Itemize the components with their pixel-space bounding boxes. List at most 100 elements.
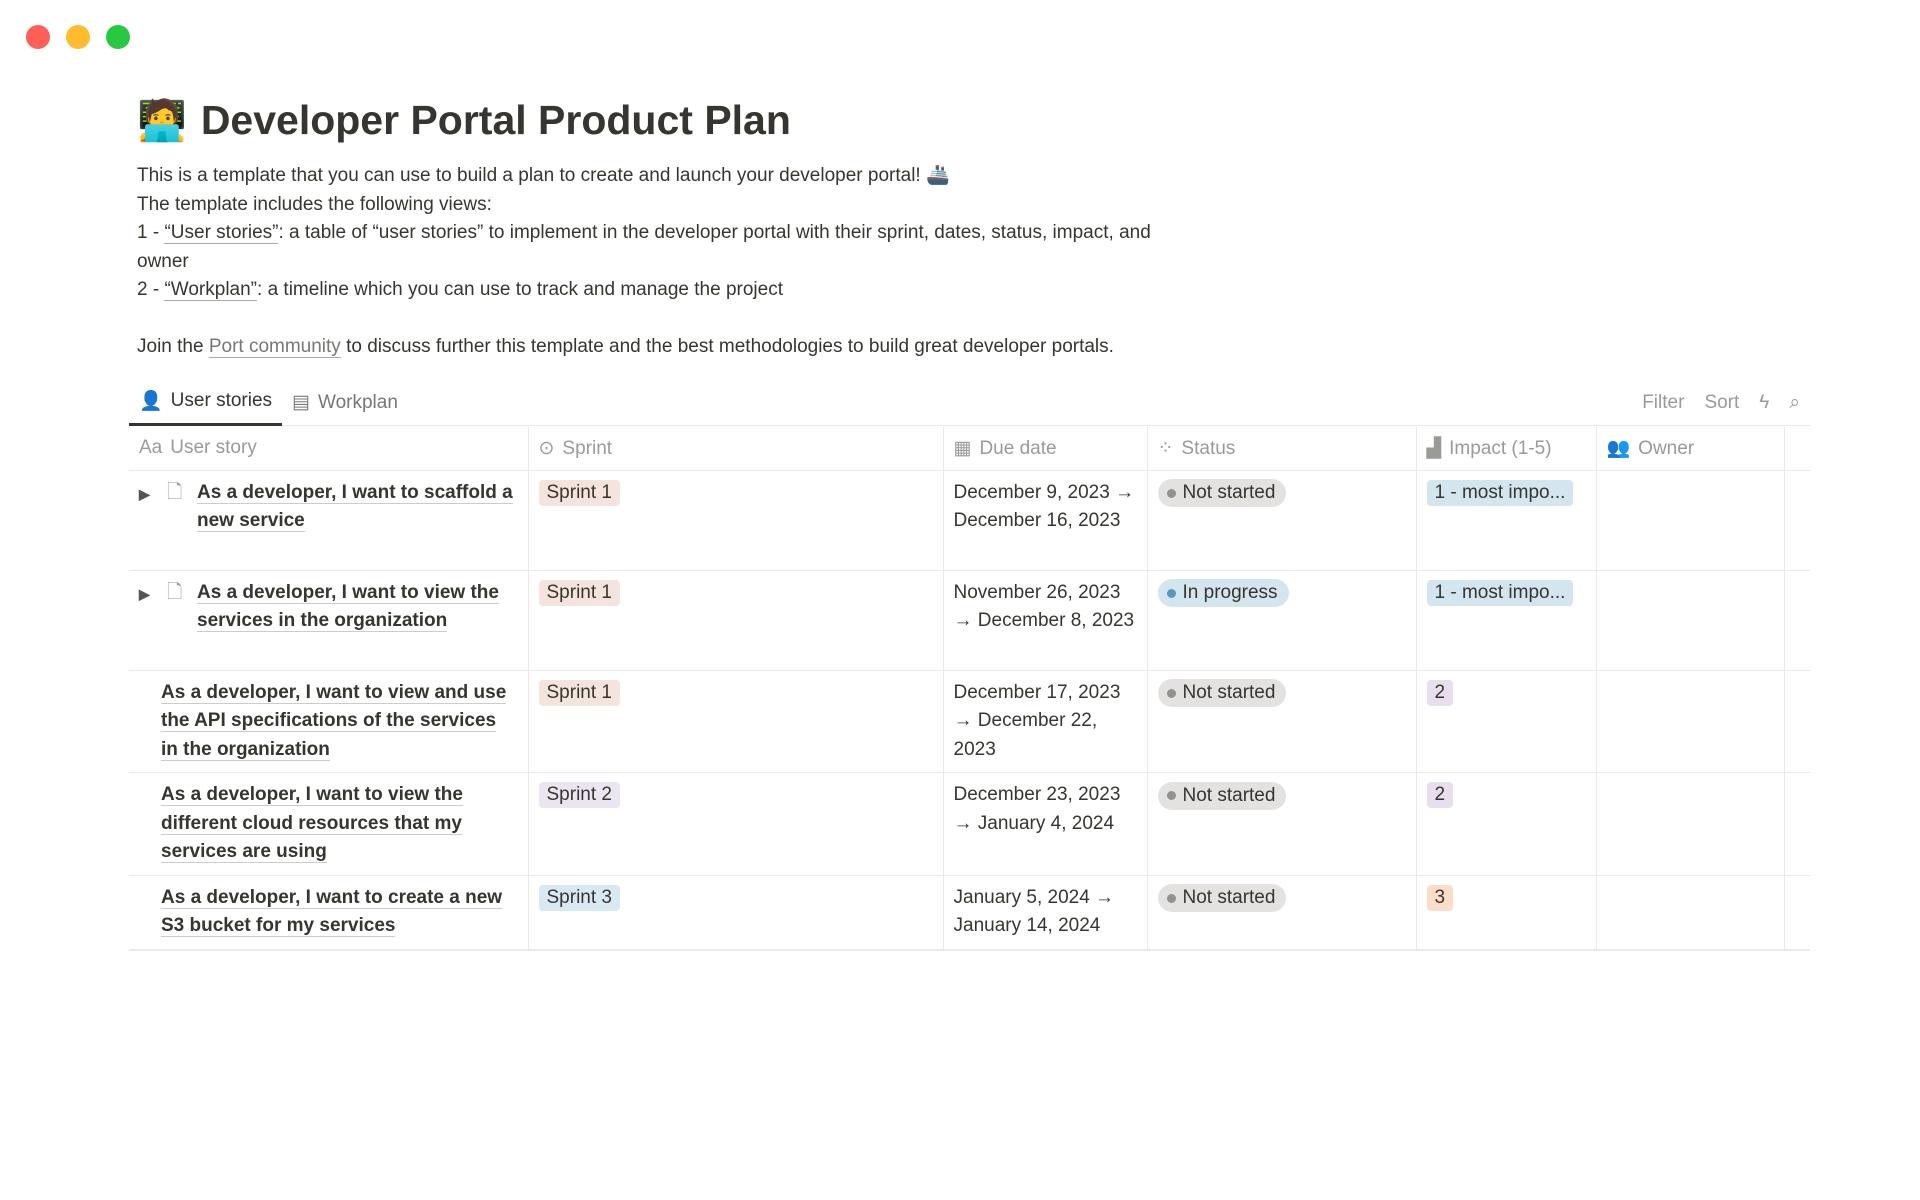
tab-label: User stories [170,390,273,411]
cell-due-date[interactable]: December 23, 2023 → January 4, 2024 [943,772,1148,876]
user-story-title[interactable]: As a developer, I want to view the servi… [197,581,499,632]
header-label: Owner [1638,438,1695,460]
tab-user-stories[interactable]: 👤 User stories [129,380,283,426]
table-row[interactable]: ▶ 🗋 As a developer, I want to scaffold a… [129,470,1810,571]
status-icon: ⁘ [1157,437,1174,459]
header-label: User story [170,437,257,459]
user-stories-link[interactable]: “User stories” [164,222,279,244]
table-row[interactable]: As a developer, I want to view the diffe… [129,772,1810,876]
desc-line: 2 - “Workplan”: a timeline which you can… [137,276,1197,305]
user-stories-table: Aa User story ⊙ Sprint ▦ Due date ⁘ Status ▟… [129,427,1810,951]
person-icon: 👤 [139,391,163,412]
header-label: Due date [979,437,1057,459]
cell-owner[interactable] [1596,772,1785,876]
expand-toggle-icon[interactable]: ▶ [139,485,150,502]
column-header-user-story[interactable]: Aa User story [129,427,529,471]
text-property-icon: Aa [139,437,163,459]
due-date-text: January 5, 2024 → January 14, 2024 [953,886,1115,937]
impact-tag: 1 - most impo... [1426,479,1574,506]
minimize-window-button[interactable] [66,25,90,49]
cell-due-date[interactable]: December 9, 2023 → December 16, 2023 [943,470,1148,571]
text: : a timeline which you can use to track … [257,279,783,300]
column-header-status[interactable]: ⁘ Status [1147,427,1417,471]
automation-lightning-icon[interactable]: ϟ [1759,391,1770,413]
cell-due-date[interactable]: November 26, 2023 → December 8, 2023 [943,570,1148,671]
table-row[interactable]: As a developer, I want to view and use t… [129,670,1810,773]
cell-user-story[interactable]: As a developer, I want to view and use t… [129,670,529,773]
due-date-text: December 9, 2023 → December 16, 2023 [953,481,1135,532]
maximize-window-button[interactable] [106,25,130,49]
column-header-sprint[interactable]: ⊙ Sprint [528,427,944,471]
cell-status[interactable]: Not started [1147,670,1417,773]
workplan-link[interactable]: “Workplan” [164,279,258,301]
cell-owner[interactable] [1596,875,1785,951]
status-dot-icon [1166,488,1176,498]
cell-user-story[interactable]: As a developer, I want to create a new S… [129,875,529,951]
status-dot-icon [1166,893,1176,903]
table-row[interactable]: As a developer, I want to create a new S… [129,875,1810,951]
cell-empty [1784,470,1810,571]
sort-button[interactable]: Sort [1704,391,1740,413]
cell-due-date[interactable]: January 5, 2024 → January 14, 2024 [943,875,1148,951]
impact-tag: 3 [1426,884,1454,911]
bar-chart-icon: ▟ [1426,437,1442,459]
user-story-title[interactable]: As a developer, I want to scaffold a new… [197,481,513,532]
user-story-title[interactable]: As a developer, I want to view and use t… [161,681,507,761]
people-icon: 👥 [1606,438,1631,460]
status-label: Not started [1182,887,1276,908]
filter-button[interactable]: Filter [1642,391,1685,413]
status-label: Not started [1182,784,1276,806]
table-row[interactable]: ▶ 🗋 As a developer, I want to view the s… [129,570,1810,671]
cell-impact[interactable]: 1 - most impo... [1416,570,1597,671]
cell-user-story[interactable]: ▶ 🗋 As a developer, I want to view the s… [129,570,529,671]
cell-owner[interactable] [1596,570,1785,671]
cell-user-story[interactable]: ▶ 🗋 As a developer, I want to scaffold a… [129,470,529,571]
status-dot-icon [1166,588,1176,598]
cell-impact[interactable]: 2 [1416,670,1597,773]
tab-workplan[interactable]: ▤ Workplan [282,380,408,426]
sprint-tag: Sprint 3 [538,884,620,911]
cell-sprint[interactable]: Sprint 1 [528,670,944,773]
cell-owner[interactable] [1596,470,1785,571]
spacer [139,781,161,867]
status-dot-icon [1166,688,1176,698]
cell-due-date[interactable]: December 17, 2023 → December 22, 2023 [943,670,1148,773]
port-community-link[interactable]: Port community [208,335,341,358]
cell-sprint[interactable]: Sprint 3 [528,875,944,951]
cell-status[interactable]: Not started [1147,772,1417,876]
cell-empty [1784,570,1810,671]
column-header-owner[interactable]: 👥 Owner [1596,427,1785,471]
status-badge: Not started [1157,479,1287,507]
add-column[interactable] [1784,427,1810,471]
close-window-button[interactable] [26,25,50,49]
user-story-title[interactable]: As a developer, I want to view the diffe… [161,784,463,863]
desc-line: This is a template that you can use to b… [137,165,950,186]
cell-status[interactable]: Not started [1147,470,1417,571]
text: to discuss further this template and the… [340,335,1114,357]
status-label: In progress [1182,582,1278,603]
due-date-text: December 17, 2023 → December 22, 2023 [953,681,1121,760]
cell-impact[interactable]: 1 - most impo... [1416,470,1597,571]
cell-sprint[interactable]: Sprint 1 [528,470,944,571]
cell-owner[interactable] [1596,670,1785,773]
expand-toggle-icon[interactable]: ▶ [139,585,150,602]
cell-sprint[interactable]: Sprint 2 [528,772,944,876]
search-icon[interactable]: ⌕ [1789,391,1800,413]
cell-user-story[interactable]: As a developer, I want to view the diffe… [129,772,529,876]
cell-status[interactable]: Not started [1147,875,1417,951]
cell-sprint[interactable]: Sprint 1 [528,570,944,671]
column-header-due-date[interactable]: ▦ Due date [943,427,1148,471]
desc-line: The template includes the following view… [137,193,492,215]
user-story-title[interactable]: As a developer, I want to create a new S… [161,886,503,937]
view-tabs: 👤 User stories ▤ Workplan Filter Sort ϟ ⌕ [129,380,1810,426]
impact-tag: 2 [1426,679,1454,706]
tab-label: Workplan [317,391,398,413]
cell-status[interactable]: In progress [1147,570,1417,671]
cell-impact[interactable]: 2 [1416,772,1597,876]
sprint-tag: Sprint 1 [538,679,620,706]
column-header-impact[interactable]: ▟ Impact (1-5) [1416,427,1597,471]
page-icon: 🗋 [167,581,183,603]
page-emoji-icon: 🧑‍💻 [137,98,187,143]
spacer [139,884,161,941]
cell-impact[interactable]: 3 [1416,875,1597,951]
